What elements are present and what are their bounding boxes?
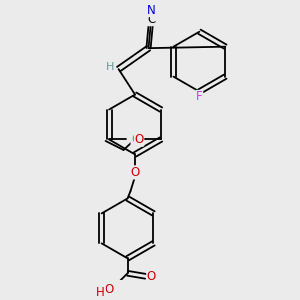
Text: O: O (134, 133, 144, 146)
Text: Cl: Cl (131, 133, 143, 146)
Text: F: F (196, 91, 203, 103)
Text: O: O (147, 270, 156, 283)
Text: O: O (130, 166, 140, 179)
Text: H: H (106, 62, 114, 72)
Text: O: O (104, 283, 113, 296)
Text: H: H (96, 286, 105, 299)
Text: C: C (147, 13, 155, 26)
Text: N: N (147, 4, 156, 16)
